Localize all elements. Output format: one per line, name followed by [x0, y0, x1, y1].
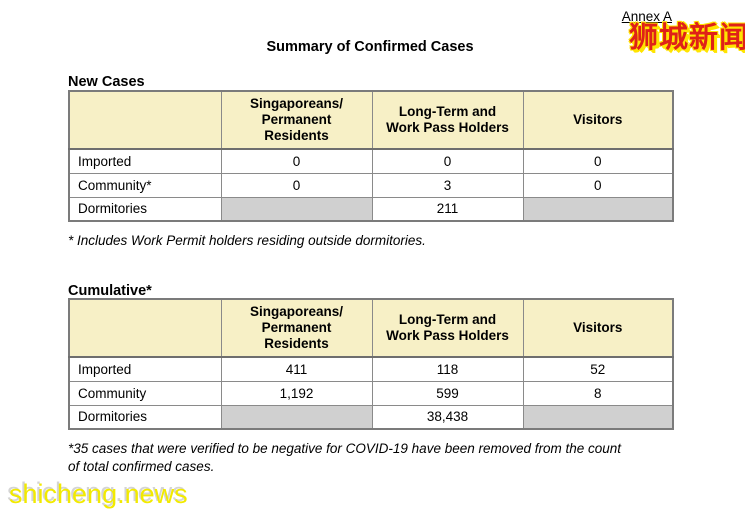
row-label-community: Community: [68, 380, 222, 406]
table-row-imported: Imported 0 0 0: [68, 148, 674, 174]
cell-imported-spr: 411: [220, 356, 373, 382]
table-row-imported: Imported 411 118 52: [68, 356, 674, 382]
new-cases-footnote: * Includes Work Permit holders residing …: [68, 233, 426, 248]
row-label-dormitories: Dormitories: [68, 196, 222, 222]
row-label-imported: Imported: [68, 148, 222, 174]
page-title: Summary of Confirmed Cases: [266, 39, 474, 55]
row-label-community: Community*: [68, 172, 222, 198]
table-row-dormitories: Dormitories 211: [68, 196, 674, 222]
cell-dormitories-spr-shaded: [220, 196, 373, 222]
col-header-longterm-workpass: Long-Term and Work Pass Holders: [371, 90, 524, 150]
cell-dormitories-visitors-shaded: [522, 196, 674, 222]
cell-imported-ltwp: 0: [371, 148, 524, 174]
table-row-community: Community 1,192 599 8: [68, 380, 674, 406]
cumulative-table: Singaporeans/ Permanent Residents Long-T…: [68, 298, 674, 430]
annex-label: Annex A: [621, 9, 672, 24]
col-header-singaporeans-pr: Singaporeans/ Permanent Residents: [220, 298, 373, 358]
cell-imported-visitors: 52: [522, 356, 674, 382]
col-header-singaporeans-pr: Singaporeans/ Permanent Residents: [220, 90, 373, 150]
col-header-blank: [68, 90, 222, 150]
header-row: Singaporeans/ Permanent Residents Long-T…: [68, 298, 674, 358]
row-label-imported: Imported: [68, 356, 222, 382]
col-header-visitors: Visitors: [522, 90, 674, 150]
col-header-blank: [68, 298, 222, 358]
cell-community-ltwp: 599: [371, 380, 524, 406]
shicheng-news-watermark: shicheng.news: [9, 479, 188, 509]
cumulative-footnote: *35 cases that were verified to be negat…: [68, 441, 622, 475]
cell-imported-spr: 0: [220, 148, 373, 174]
cell-community-visitors: 8: [522, 380, 674, 406]
cell-dormitories-visitors-shaded: [522, 404, 674, 430]
header-row: Singaporeans/ Permanent Residents Long-T…: [68, 90, 674, 150]
col-header-longterm-workpass: Long-Term and Work Pass Holders: [371, 298, 524, 358]
cumulative-heading: Cumulative*: [68, 283, 152, 299]
cell-community-spr: 0: [220, 172, 373, 198]
cell-dormitories-ltwp: 38,438: [371, 404, 524, 430]
cell-dormitories-ltwp: 211: [371, 196, 524, 222]
cell-dormitories-spr-shaded: [220, 404, 373, 430]
new-cases-heading: New Cases: [68, 74, 145, 90]
cell-imported-visitors: 0: [522, 148, 674, 174]
cell-imported-ltwp: 118: [371, 356, 524, 382]
col-header-visitors: Visitors: [522, 298, 674, 358]
cell-community-ltwp: 3: [371, 172, 524, 198]
new-cases-table: Singaporeans/ Permanent Residents Long-T…: [68, 90, 674, 222]
table-row-dormitories: Dormitories 38,438: [68, 404, 674, 430]
table-row-community: Community* 0 3 0: [68, 172, 674, 198]
cell-community-spr: 1,192: [220, 380, 373, 406]
cell-community-visitors: 0: [522, 172, 674, 198]
row-label-dormitories: Dormitories: [68, 404, 222, 430]
chinese-news-watermark: 狮城新闻: [628, 22, 745, 54]
